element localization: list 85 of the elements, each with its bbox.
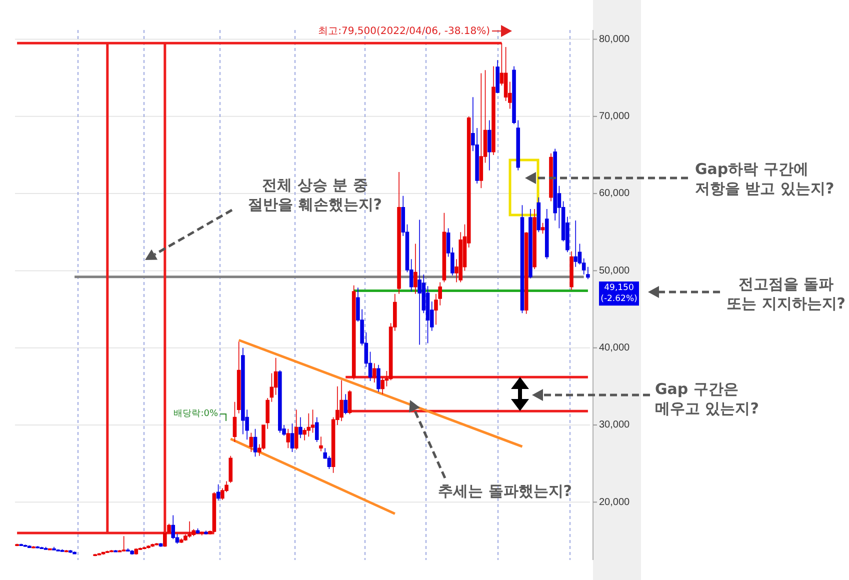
candlestick	[524, 232, 528, 314]
candlestick	[344, 394, 348, 415]
candlestick	[204, 530, 208, 535]
candlestick	[520, 204, 524, 314]
candlestick	[253, 428, 258, 458]
candlestick	[150, 543, 154, 548]
text: 전고점을 돌파 또는 지지하는지?	[726, 275, 846, 313]
candlestick	[72, 551, 76, 554]
candlestick	[236, 341, 241, 414]
candlestick	[106, 550, 110, 554]
y-tick-label: 70,000	[599, 111, 630, 122]
candlestick	[540, 222, 545, 234]
candlestick	[52, 546, 56, 550]
candlestick	[44, 546, 48, 550]
candlestick	[352, 284, 356, 380]
candlestick	[487, 120, 492, 171]
candlestick	[171, 514, 176, 540]
candlestick	[126, 548, 130, 552]
candlestick	[200, 531, 204, 536]
y-tick-label: 60,000	[599, 188, 630, 200]
candlestick	[130, 550, 134, 555]
y-tick-label: 40,000	[599, 342, 630, 354]
candlestick	[397, 172, 401, 294]
text: 49,150 (-2.62%)	[600, 283, 638, 304]
candlestick	[32, 546, 36, 549]
candlestick	[146, 544, 150, 549]
candlestick	[196, 528, 200, 534]
candlestick	[319, 436, 323, 452]
text: Gap 구간은 메우고 있는지?	[655, 380, 759, 418]
candlestick	[232, 401, 237, 442]
candlestick	[372, 362, 376, 383]
candlestick	[414, 243, 418, 294]
y-tick-label: 30,000	[599, 420, 630, 431]
annotation: 추세는 돌파했는지?	[438, 482, 572, 500]
candlestick	[496, 60, 500, 94]
y-tick-label: 50,000	[599, 265, 630, 276]
candlestick	[212, 492, 216, 533]
candlestick	[442, 212, 446, 283]
candlestick	[249, 432, 254, 452]
candlestick	[278, 370, 282, 434]
candlestick	[574, 220, 578, 268]
text: Gap하락 구간에 저항을 받고 있는지?	[695, 160, 834, 198]
y-tick-label: 20,000	[599, 496, 630, 508]
candlestick	[586, 266, 590, 280]
candlestick	[544, 208, 549, 260]
candlestick	[216, 484, 220, 501]
candlestick	[158, 542, 163, 548]
candlestick	[348, 390, 352, 415]
candlestick	[294, 409, 298, 450]
annotation: 전체 상승 분 중 절반을 훼손했는지?	[248, 176, 382, 214]
candlestick	[536, 197, 541, 233]
annotation: 최고:79,500(2022/04/06, -38.18%)	[318, 26, 490, 37]
candlestick	[532, 208, 536, 270]
candlestick	[492, 66, 496, 156]
candlestick	[114, 550, 118, 553]
candlestick	[60, 548, 64, 552]
candlestick	[179, 538, 184, 544]
annotation: 배당락:0%	[174, 409, 218, 420]
candlestick	[528, 208, 532, 279]
candlestick	[290, 423, 294, 452]
candlestick	[110, 550, 114, 553]
candlestick	[27, 544, 32, 548]
candlestick	[479, 72, 484, 189]
candlestick	[570, 251, 574, 290]
candlestick	[306, 413, 311, 437]
candlestick	[122, 536, 126, 552]
candlestick	[188, 521, 192, 538]
candlestick	[310, 409, 315, 434]
candlestick	[36, 546, 40, 549]
candlestick	[19, 543, 24, 546]
candlestick	[298, 416, 302, 439]
candlestick	[286, 428, 290, 449]
y-tick-label: 80,000	[599, 34, 630, 45]
candlestick	[142, 546, 146, 550]
candlestick	[314, 416, 319, 442]
candlestick	[376, 364, 380, 392]
candlestick	[418, 219, 422, 346]
candlestick	[138, 547, 142, 550]
candlestick	[228, 455, 233, 484]
candlestick	[549, 153, 553, 202]
candlestick	[93, 553, 97, 557]
candlestick	[15, 543, 19, 547]
candlestick	[56, 548, 60, 552]
candlestick	[340, 380, 344, 422]
candlestick	[68, 550, 72, 554]
